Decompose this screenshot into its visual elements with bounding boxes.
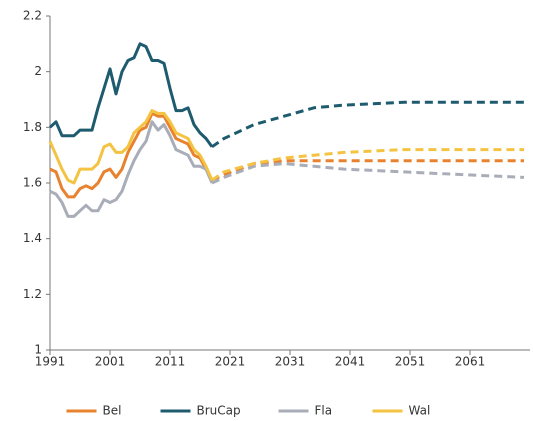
y-tick-label: 1.4 — [23, 231, 42, 245]
series-line — [49, 111, 214, 199]
y-tick-label: 1 — [34, 343, 42, 357]
x-tick-label: 2061 — [455, 355, 486, 369]
projection-line — [211, 148, 524, 182]
y-tick-label: 1.8 — [23, 120, 42, 134]
series-line — [48, 109, 214, 185]
legend-label: Wal — [409, 404, 431, 418]
projection-line — [211, 162, 525, 185]
projection-line — [211, 159, 524, 182]
series-line — [48, 42, 214, 148]
y-tick-label: 1.6 — [23, 176, 42, 190]
y-tick-label: 1.2 — [23, 287, 42, 301]
x-tick-label: 2031 — [275, 355, 306, 369]
legend-label: Bel — [103, 404, 122, 418]
x-tick-label: 1991 — [35, 355, 66, 369]
x-tick-label: 2011 — [155, 355, 186, 369]
y-tick-label: 2.2 — [23, 9, 42, 23]
series-line — [49, 120, 214, 218]
projection-line — [211, 100, 524, 149]
y-tick-label: 2 — [34, 64, 42, 78]
legend-label: BruCap — [197, 404, 241, 418]
x-tick-label: 2051 — [395, 355, 426, 369]
legend-label: Fla — [315, 404, 333, 418]
x-tick-label: 2021 — [215, 355, 246, 369]
x-tick-label: 2001 — [95, 355, 126, 369]
x-tick-label: 2041 — [335, 355, 366, 369]
